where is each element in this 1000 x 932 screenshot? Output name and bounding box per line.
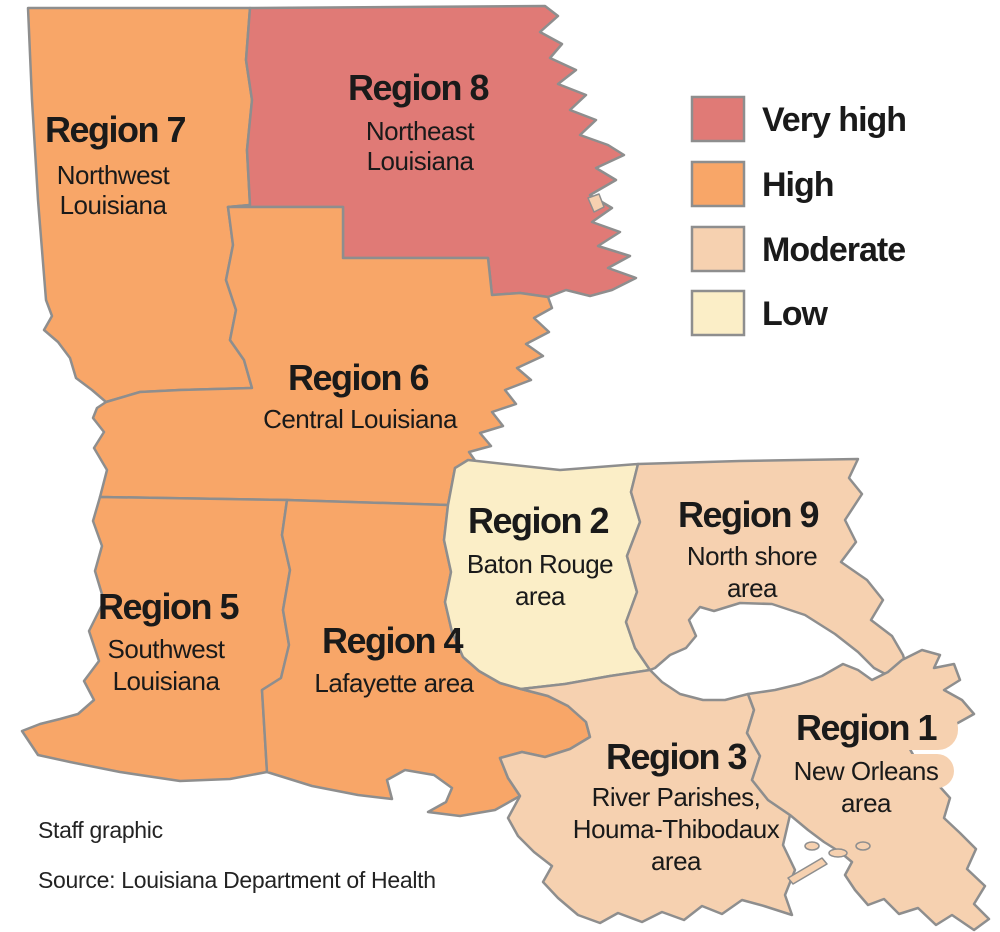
region-7-label: Region 7: [45, 109, 185, 150]
region-5-labels: Region 5 Southwest Louisiana: [98, 586, 241, 696]
legend-swatch-very-high: [690, 95, 746, 143]
region-4-label: Region 4: [322, 620, 463, 661]
region-4-sublabel-0: Lafayette area: [314, 668, 474, 698]
region-9-label: Region 9: [678, 494, 818, 535]
legend-label-moderate: Moderate: [762, 231, 905, 269]
legend: Very high High Moderate Low: [690, 95, 907, 337]
credit-text: Staff graphic: [38, 817, 163, 843]
region-1-sublabel-1: area: [841, 788, 892, 818]
river-pocket-shape: [587, 193, 605, 213]
region-5-sublabel-0: Southwest: [108, 634, 226, 664]
island-2: [828, 848, 848, 858]
region-4-labels: Region 4 Lafayette area: [314, 620, 475, 698]
legend-swatch-moderate: [690, 225, 746, 273]
island-1: [804, 841, 820, 851]
region-7-sublabel-0: Northwest: [57, 160, 171, 190]
region-2-labels: Region 2 Baton Rouge area: [467, 500, 614, 611]
source-text: Source: Louisiana Department of Health: [38, 867, 436, 893]
region-3-sublabel-2: area: [651, 846, 702, 876]
region-1-label-pill: [778, 708, 958, 750]
region-5-sublabel-1: Louisiana: [113, 666, 221, 696]
legend-swatch-low: [690, 289, 746, 337]
legend-label-very-high: Very high: [762, 101, 906, 139]
region-3-sublabel-1: Houma-Thibodaux: [573, 814, 780, 844]
footer: Staff graphic Source: Louisiana Departme…: [38, 817, 436, 893]
region-6-label: Region 6: [288, 357, 428, 398]
region-8-sublabel-0: Northeast: [366, 116, 475, 146]
region-6-labels: Region 6 Central Louisiana: [263, 357, 458, 434]
region-3-shape: [498, 668, 797, 925]
region-2-label: Region 2: [468, 500, 608, 541]
region-1-label: Region 1: [796, 707, 937, 748]
legend-label-low: Low: [762, 295, 829, 333]
region-9-labels: Region 9 North shore area: [678, 494, 820, 603]
region-7-sublabel-1: Louisiana: [60, 190, 168, 220]
region-6-sublabel-0: Central Louisiana: [263, 404, 458, 434]
region-6-shape: [91, 205, 554, 507]
island-3: [855, 841, 871, 851]
region-8-labels: Region 8 Northeast Louisiana: [348, 67, 490, 176]
region-2-sublabel-1: area: [515, 581, 566, 611]
legend-label-high: High: [762, 166, 834, 204]
legend-swatch-high: [690, 160, 746, 208]
region-9-sublabel-0: North shore: [687, 541, 817, 571]
region-3-labels: Region 3 River Parishes, Houma-Thibodaux…: [573, 736, 780, 876]
region-9-sublabel-1: area: [727, 573, 778, 603]
barrier-island-shape: [787, 857, 828, 885]
region-8-label: Region 8: [348, 67, 488, 108]
region-1-sublabel-0: New Orleans: [794, 756, 939, 786]
region-8-sublabel-1: Louisiana: [367, 146, 475, 176]
region-1-labels: Region 1 New Orleans area: [778, 707, 958, 822]
region-3-sublabel-0: River Parishes,: [592, 782, 761, 812]
region-2-sublabel-0: Baton Rouge: [467, 549, 613, 579]
region-1-sublabel-pill-1: [822, 788, 910, 822]
region-9-shape: [624, 457, 910, 680]
region-5-label: Region 5: [98, 586, 239, 627]
region-1-sublabel-pill-0: [782, 754, 954, 788]
region-7-labels: Region 7 Northwest Louisiana: [45, 109, 187, 220]
region-3-label: Region 3: [606, 736, 746, 777]
